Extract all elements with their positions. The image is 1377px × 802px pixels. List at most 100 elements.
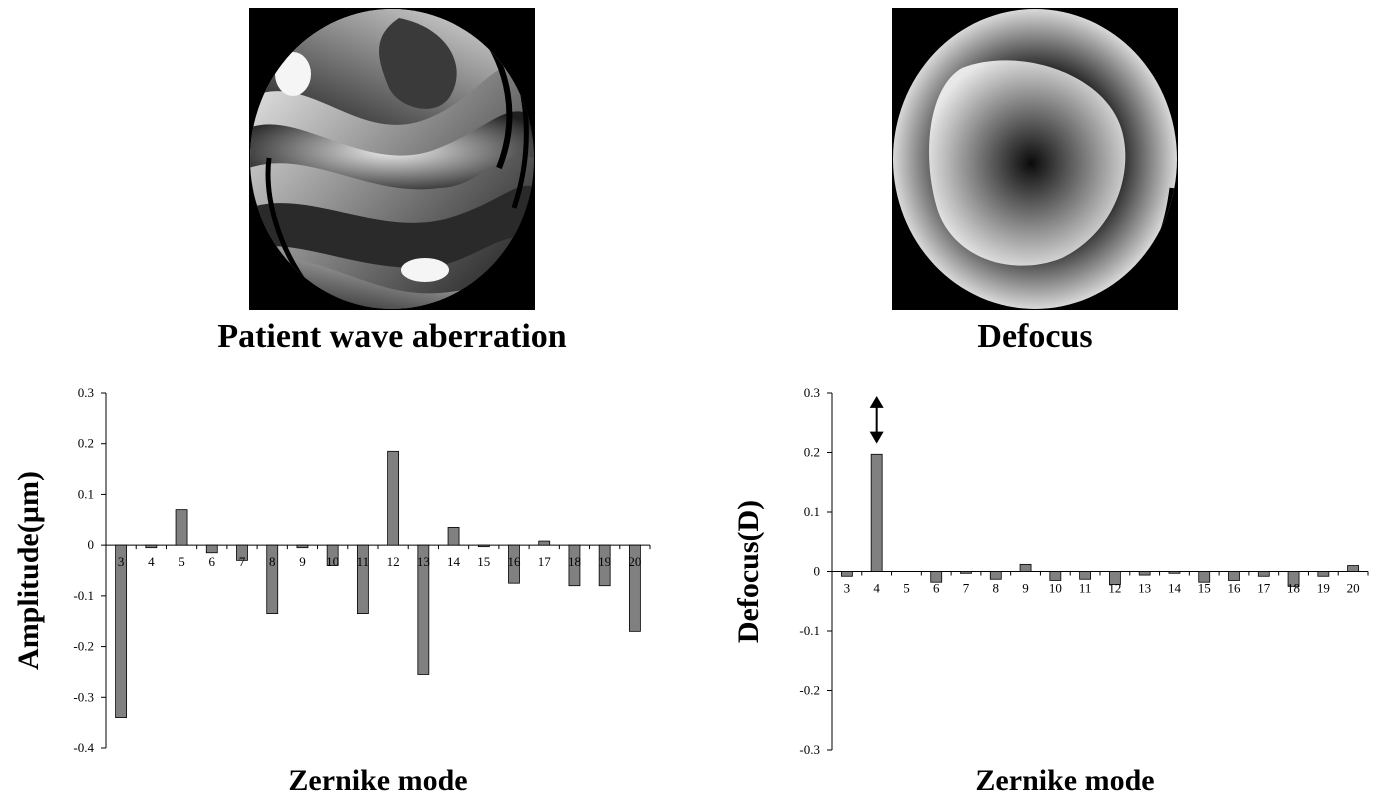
y-tick-label: 0: [88, 537, 95, 552]
bar: [840, 571, 853, 577]
defocus-chart: 0.3 0.2 0.1 0 -0.1 -0.2 -0.3 3 4 5 6 7 8 9 10 11 12 13 14 1…: [720, 375, 1377, 802]
x-tick-label: 12: [1108, 581, 1121, 596]
x-tick-label: 11: [357, 554, 370, 569]
x-tick-label: 19: [1317, 581, 1330, 596]
y-tick-label: -0.2: [799, 683, 820, 698]
y-tick-label: -0.1: [799, 623, 820, 638]
bar: [1108, 571, 1121, 585]
wave-aberration-fringe-map: [250, 9, 534, 309]
bar: [145, 544, 158, 549]
x-tick-label: 14: [1168, 581, 1182, 596]
bar: [1079, 571, 1092, 580]
x-tick-label: 9: [299, 554, 306, 569]
bar: [296, 544, 309, 549]
x-tick-label: 13: [417, 554, 430, 569]
patient-wave-aberration-image: [249, 8, 535, 310]
bar: [1168, 571, 1181, 574]
arrow-head-down: [869, 431, 884, 444]
bar: [960, 571, 972, 574]
bar: [538, 540, 551, 546]
arrow-head-up: [869, 395, 884, 408]
x-tick-label: 10: [326, 554, 339, 569]
bar: [1257, 571, 1270, 577]
amplitude-chart-svg: 0.3 0.2 0.1 0 -0.1 -0.2 -0.3 -0.4 3 4 5 6 7 8 9 10 11 12 1…: [12, 385, 651, 797]
bar: [326, 544, 339, 566]
x-tick-label: 8: [269, 554, 276, 569]
bar: [870, 453, 883, 572]
bar: [1317, 571, 1330, 577]
x-axis-label: Zernike mode: [975, 764, 1154, 797]
left-image-caption: Patient wave aberration: [217, 318, 567, 355]
amplitude-chart: 0.3 0.2 0.1 0 -0.1 -0.2 -0.3 -0.4 3 4 5 6 7 8 9 10 11 12 1…: [0, 375, 680, 802]
y-tick-label: -0.3: [799, 742, 820, 757]
bar: [1228, 571, 1240, 581]
bar: [598, 544, 611, 587]
y-tick-label: 0.1: [78, 486, 94, 501]
bar: [477, 544, 490, 548]
y-tick-label: -0.1: [73, 588, 94, 603]
x-tick-label: 19: [598, 554, 611, 569]
x-axis-label: Zernike mode: [288, 764, 467, 797]
bar: [1198, 571, 1211, 583]
bar: [508, 544, 520, 584]
x-tick-label: 15: [477, 554, 490, 569]
x-tick-label: 7: [239, 554, 246, 569]
x-tick-label: 4: [873, 581, 880, 596]
y-tick-label: 0.3: [78, 385, 94, 400]
x-tick-label: 7: [963, 581, 970, 596]
y-tick-label: -0.3: [73, 689, 94, 704]
y-tick-label: 0: [814, 564, 821, 579]
x-tick-label: 6: [933, 581, 940, 596]
defocus-chart-svg: 0.3 0.2 0.1 0 -0.1 -0.2 -0.3 3 4 5 6 7 8 9 10 11 12 13 14 1…: [732, 385, 1369, 797]
y-axis-label: Amplitude(µm): [12, 471, 45, 670]
bar: [417, 544, 430, 675]
x-tick-label: 16: [508, 554, 522, 569]
x-tick-label: 3: [844, 581, 851, 596]
y-tick-label: 0.1: [804, 504, 820, 519]
x-tick-label: 5: [178, 554, 185, 569]
x-tick-label: 17: [538, 554, 552, 569]
bar: [930, 571, 943, 583]
bar: [205, 544, 218, 554]
y-tick-label: 0.2: [804, 445, 820, 460]
bar: [1138, 571, 1151, 576]
bar: [1049, 571, 1062, 581]
y-tick-label: -0.2: [73, 639, 94, 654]
x-tick-label: 4: [148, 554, 155, 569]
bar: [387, 450, 400, 546]
x-tick-label: 16: [1228, 581, 1242, 596]
x-tick-label: 17: [1257, 581, 1271, 596]
bar: [236, 544, 248, 561]
x-tick-label: 11: [1079, 581, 1092, 596]
x-tick-label: 3: [118, 554, 125, 569]
bar: [1287, 571, 1300, 587]
bar: [447, 526, 460, 546]
x-tick-label: 6: [209, 554, 216, 569]
bar: [1347, 565, 1360, 572]
x-tick-label: 13: [1138, 581, 1151, 596]
bar: [568, 544, 581, 587]
bar: [1019, 563, 1032, 572]
x-tick-label: 20: [1347, 581, 1360, 596]
bar: [628, 544, 641, 632]
bar: [266, 544, 279, 615]
defocus-fringe-map: [893, 9, 1177, 309]
y-tick-label: -0.4: [73, 740, 94, 755]
x-tick-label: 5: [903, 581, 910, 596]
bar: [989, 571, 1002, 580]
x-tick-label: 9: [1022, 581, 1029, 596]
x-tick-label: 15: [1198, 581, 1211, 596]
bar: [356, 544, 369, 615]
x-tick-label: 10: [1049, 581, 1062, 596]
x-tick-label: 20: [628, 554, 641, 569]
y-tick-label: 0.3: [804, 385, 820, 400]
x-tick-label: 8: [993, 581, 1000, 596]
x-tick-label: 18: [568, 554, 581, 569]
bar: [115, 544, 128, 718]
x-tick-label: 18: [1287, 581, 1300, 596]
x-tick-label: 14: [447, 554, 461, 569]
double-arrow-annotation: [869, 395, 884, 444]
right-image-caption: Defocus: [977, 318, 1093, 355]
bar: [175, 509, 188, 546]
y-tick-label: 0.2: [78, 436, 94, 451]
